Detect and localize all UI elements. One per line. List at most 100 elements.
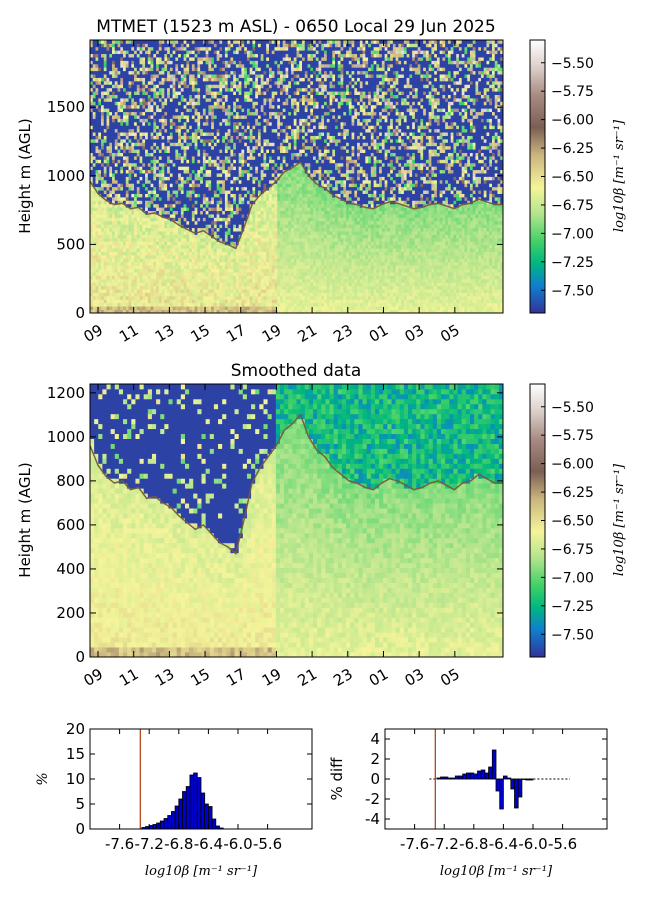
heatmap-cell xyxy=(186,258,190,263)
heatmap-cell xyxy=(202,40,207,44)
heatmap-cell xyxy=(180,292,185,297)
heatmap-cell xyxy=(249,292,253,297)
heatmap-cell xyxy=(175,101,179,106)
heatmap-cell xyxy=(191,272,196,276)
heatmap-cell xyxy=(161,74,165,78)
heatmap-cell xyxy=(98,275,102,280)
heatmap-cell xyxy=(230,156,234,160)
heatmap-cell xyxy=(241,46,245,51)
heatmap-cell xyxy=(164,278,168,283)
heatmap-cell xyxy=(117,50,121,55)
heatmap-cell xyxy=(235,176,240,181)
heatmap-cell xyxy=(117,248,121,252)
heatmap-cell xyxy=(227,40,231,44)
heatmap-cell xyxy=(164,299,168,304)
heatmap-cell xyxy=(112,200,116,205)
heatmap-cell xyxy=(128,84,132,89)
heatmap-cell xyxy=(98,159,102,164)
heatmap-cell xyxy=(219,63,223,68)
heatmap-cell xyxy=(150,166,154,171)
heatmap-cell xyxy=(112,111,116,116)
heatmap-cell xyxy=(194,272,198,276)
heatmap-cell xyxy=(241,145,245,150)
heatmap-cell xyxy=(241,285,245,290)
heatmap-cell xyxy=(202,299,207,304)
heatmap-cell xyxy=(158,111,162,116)
heatmap-cell xyxy=(139,80,143,85)
heatmap-cell xyxy=(139,231,143,235)
heatmap-cell xyxy=(186,272,190,276)
heatmap-cell xyxy=(172,258,176,263)
heatmap-cell xyxy=(191,227,196,232)
heatmap-cell xyxy=(249,57,253,61)
heatmap-cell xyxy=(202,91,207,95)
heatmap-cell xyxy=(213,63,218,68)
heatmap-cell xyxy=(156,67,160,72)
heatmap-cell xyxy=(186,101,190,106)
heatmap-cell xyxy=(197,162,201,167)
heatmap-cell xyxy=(120,261,124,266)
heatmap-cell xyxy=(175,258,179,263)
heatmap-cell xyxy=(103,43,107,48)
heatmap-cell xyxy=(169,224,173,229)
heatmap-cell xyxy=(178,217,182,222)
heatmap-cell xyxy=(235,135,240,140)
heatmap-cell xyxy=(112,244,116,249)
heatmap-cell xyxy=(238,162,242,167)
heatmap-cell xyxy=(114,142,118,147)
heatmap-cell xyxy=(142,234,146,239)
heatmap-cell xyxy=(252,138,256,143)
heatmap-cell xyxy=(213,111,218,116)
heatmap-cell xyxy=(106,265,110,270)
heatmap-cell xyxy=(230,159,234,164)
heatmap-cell xyxy=(241,268,245,273)
heatmap-cell xyxy=(252,46,256,51)
heatmap-cell xyxy=(106,272,110,276)
heatmap-cell xyxy=(156,251,160,256)
heatmap-cell xyxy=(238,87,242,92)
heatmap-cell xyxy=(101,193,105,198)
heatmap-cell xyxy=(183,231,187,235)
heatmap-cell xyxy=(186,190,190,194)
heatmap-cell xyxy=(246,254,251,259)
heatmap-cell xyxy=(194,80,198,85)
heatmap-cell xyxy=(156,220,160,225)
heatmap-cell xyxy=(235,152,240,157)
heatmap-cell xyxy=(227,169,231,174)
heatmap-cell xyxy=(197,285,201,290)
heatmap-cell xyxy=(219,98,223,102)
heatmap-cell xyxy=(136,128,140,133)
heatmap-cell xyxy=(153,275,157,280)
heatmap-cell xyxy=(186,118,190,123)
heatmap-cell xyxy=(98,84,102,89)
heatmap-cell xyxy=(142,108,146,113)
heatmap-cell xyxy=(255,104,259,109)
heatmap-cell xyxy=(227,254,231,259)
heatmap-cell xyxy=(230,46,234,51)
heatmap-cell xyxy=(205,166,209,171)
heatmap-cell xyxy=(164,53,168,58)
heatmap-cell xyxy=(252,261,256,266)
heatmap-cell xyxy=(260,292,264,297)
heatmap-cell xyxy=(90,43,94,48)
heatmap-cell xyxy=(114,220,118,225)
heatmap-cell xyxy=(106,159,110,164)
heatmap-cell xyxy=(178,275,182,280)
heatmap-cell xyxy=(106,299,110,304)
heatmap-cell xyxy=(117,179,121,184)
heatmap-cell xyxy=(216,166,220,171)
heatmap-cell xyxy=(109,302,113,307)
heatmap-cell xyxy=(172,43,176,48)
heatmap-cell xyxy=(112,258,116,263)
heatmap-cell xyxy=(150,101,154,106)
heatmap-cell xyxy=(117,91,121,95)
heatmap-cell xyxy=(222,203,226,208)
heatmap-cell xyxy=(216,295,220,300)
heatmap-cell xyxy=(109,43,113,48)
heatmap-cell xyxy=(227,162,231,167)
heatmap-cell xyxy=(167,179,171,184)
heatmap-cell xyxy=(257,149,262,154)
heatmap-cell xyxy=(213,200,218,205)
heatmap-cell xyxy=(136,272,140,276)
heatmap-cell xyxy=(98,156,102,160)
